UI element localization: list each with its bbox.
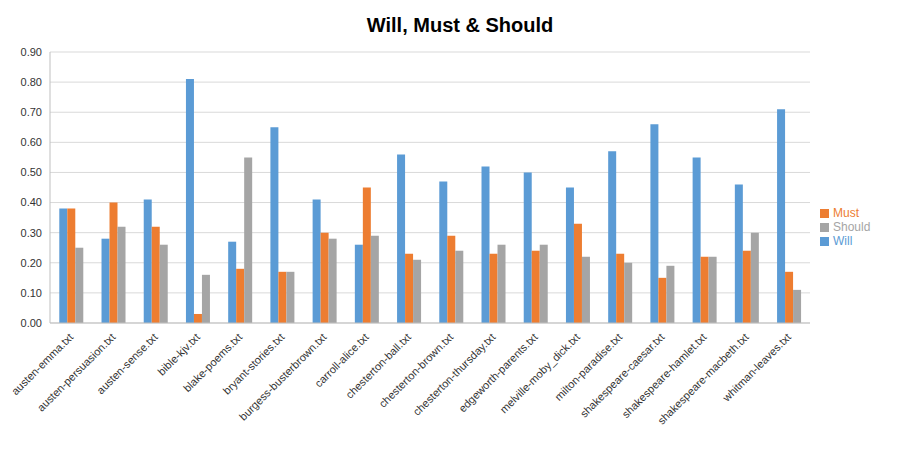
svg-text:0.90: 0.90	[21, 46, 42, 58]
svg-text:0.50: 0.50	[21, 166, 42, 178]
svg-text:0.60: 0.60	[21, 136, 42, 148]
svg-text:melville-moby_dick.txt: melville-moby_dick.txt	[497, 331, 582, 416]
svg-text:carroll-alice.txt: carroll-alice.txt	[312, 330, 371, 390]
svg-text:edgeworth-parents.txt: edgeworth-parents.txt	[456, 331, 540, 415]
svg-text:austen-persuasion.txt: austen-persuasion.txt	[35, 331, 118, 414]
svg-text:0.10: 0.10	[21, 287, 42, 299]
svg-text:austen-emma.txt: austen-emma.txt	[8, 330, 76, 398]
svg-text:0.80: 0.80	[21, 76, 42, 88]
html-text:Must: Must	[833, 205, 859, 220]
svg-text:0.20: 0.20	[21, 257, 42, 269]
svg-text:shakespeare-caesar.txt: shakespeare-caesar.txt	[578, 331, 667, 420]
svg-text:chesterton-brown.txt: chesterton-brown.txt	[376, 331, 455, 410]
html-text:Will: Will	[833, 233, 853, 248]
html-text:Should: Should	[833, 219, 871, 234]
svg-text:burgess-busterbrown.txt: burgess-busterbrown.txt	[237, 331, 329, 423]
svg-text:shakespeare-hamlet.txt: shakespeare-hamlet.txt	[619, 331, 708, 420]
svg-text:shakespeare-macbeth.txt: shakespeare-macbeth.txt	[655, 330, 751, 427]
svg-text:bryant-stories.txt: bryant-stories.txt	[220, 330, 287, 397]
html-text:Will, Must & Should: Will, Must & Should	[366, 14, 554, 36]
svg-text:bible-kjv.txt: bible-kjv.txt	[155, 330, 202, 378]
svg-text:whitman-leaves.txt: whitman-leaves.txt	[720, 331, 794, 405]
svg-text:0.30: 0.30	[21, 227, 42, 239]
svg-text:0.40: 0.40	[21, 196, 42, 208]
svg-text:chesterton-thursday.txt: chesterton-thursday.txt	[411, 331, 498, 418]
svg-text:chesterton-ball.txt: chesterton-ball.txt	[343, 330, 414, 401]
svg-text:0.00: 0.00	[21, 317, 42, 329]
svg-text:milton-paradise.txt: milton-paradise.txt	[552, 330, 625, 403]
svg-text:austen-sense.txt: austen-sense.txt	[94, 331, 160, 397]
svg-text:0.70: 0.70	[21, 106, 42, 118]
svg-text:blake-poems.txt: blake-poems.txt	[180, 330, 245, 395]
